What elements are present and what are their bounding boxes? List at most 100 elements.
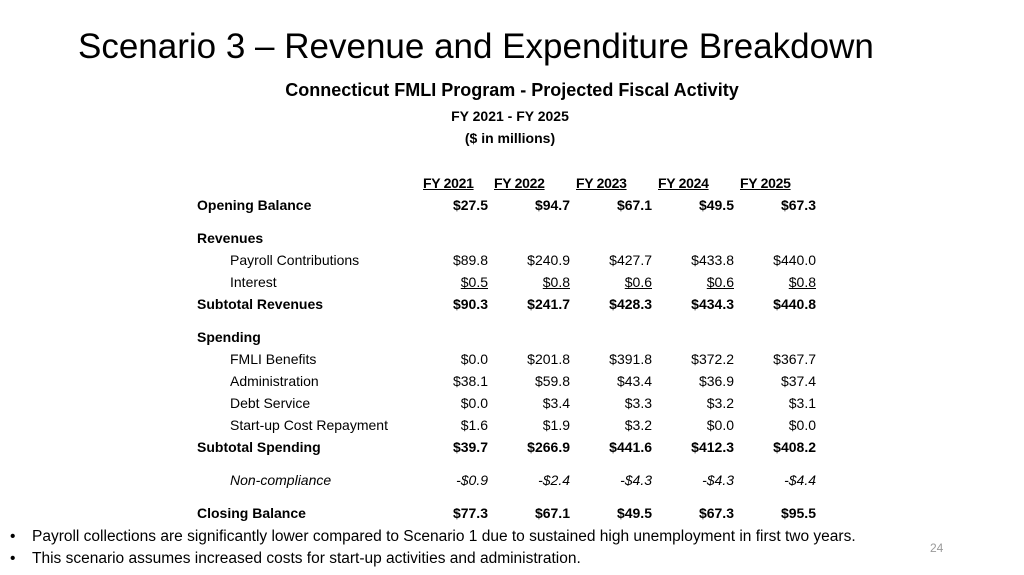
column-header: FY 2023 bbox=[576, 175, 627, 191]
row-subtotal-revenues: Subtotal Revenues $90.3 $241.7 $428.3 $4… bbox=[197, 293, 822, 315]
cell: $0.0 bbox=[460, 351, 488, 367]
row-label: Subtotal Spending bbox=[197, 439, 321, 455]
row-subtotal-spending: Subtotal Spending $39.7 $266.9 $441.6 $4… bbox=[197, 436, 822, 458]
cell: $49.5 bbox=[616, 505, 652, 521]
cell: $39.7 bbox=[452, 439, 488, 455]
cell: $433.8 bbox=[691, 252, 734, 268]
cell: $440.0 bbox=[773, 252, 816, 268]
cell: $3.2 bbox=[624, 417, 652, 433]
table-units: ($ in millions) bbox=[464, 130, 556, 146]
cell: $3.2 bbox=[706, 395, 734, 411]
cell-value: $0.8 bbox=[788, 274, 816, 290]
bullet-text: This scenario assumes increased costs fo… bbox=[32, 550, 581, 567]
cell: $3.3 bbox=[624, 395, 652, 411]
bullet-glyph: • bbox=[10, 550, 16, 567]
cell: -$4.4 bbox=[784, 472, 816, 488]
row-fmli-benefits: FMLI Benefits $0.0 $201.8 $391.8 $372.2 … bbox=[197, 348, 822, 370]
section-heading: Revenues bbox=[197, 230, 264, 246]
cell: $49.5 bbox=[698, 197, 734, 213]
section-heading: Spending bbox=[197, 329, 261, 345]
cell: $1.9 bbox=[542, 417, 570, 433]
row-revenues-heading: Revenues bbox=[197, 227, 822, 249]
row-payroll-contributions: Payroll Contributions $89.8 $240.9 $427.… bbox=[197, 249, 822, 271]
cell: $367.7 bbox=[773, 351, 816, 367]
row-label: Payroll Contributions bbox=[230, 252, 360, 268]
row-spending-heading: Spending bbox=[197, 326, 822, 348]
bullet-item: • This scenario assumes increased costs … bbox=[10, 548, 1010, 570]
row-label: Non-compliance bbox=[230, 472, 332, 488]
cell: $240.9 bbox=[527, 252, 570, 268]
cell: -$2.4 bbox=[538, 472, 570, 488]
cell-value: $0.5 bbox=[460, 274, 488, 290]
cell: $241.7 bbox=[527, 296, 570, 312]
cell: $0.8 bbox=[734, 271, 816, 293]
cell: $38.1 bbox=[452, 373, 488, 389]
cell: $3.4 bbox=[542, 395, 570, 411]
row-debt-service: Debt Service $0.0 $3.4 $3.3 $3.2 $3.1 bbox=[197, 392, 822, 414]
cell: $0.0 bbox=[706, 417, 734, 433]
row-label: FMLI Benefits bbox=[230, 351, 317, 367]
cell: $94.7 bbox=[534, 197, 570, 213]
cell: $391.8 bbox=[609, 351, 652, 367]
cell: $0.6 bbox=[570, 271, 652, 293]
bullet-item: • Payroll collections are significantly … bbox=[10, 526, 1010, 548]
cell: $428.3 bbox=[609, 296, 652, 312]
cell: $201.8 bbox=[527, 351, 570, 367]
row-label: Opening Balance bbox=[197, 197, 312, 213]
slide-title: Scenario 3 – Revenue and Expenditure Bre… bbox=[78, 27, 874, 66]
cell: -$4.3 bbox=[702, 472, 734, 488]
column-header: FY 2021 bbox=[423, 175, 474, 191]
cell: $77.3 bbox=[452, 505, 488, 521]
cell: $90.3 bbox=[452, 296, 488, 312]
cell-value: $0.6 bbox=[624, 274, 652, 290]
row-non-compliance: Non-compliance -$0.9 -$2.4 -$4.3 -$4.3 -… bbox=[197, 469, 822, 491]
cell: $67.3 bbox=[780, 197, 816, 213]
table-header-row: FY 2021 FY 2022 FY 2023 FY 2024 FY 2025 bbox=[197, 172, 822, 194]
cell: $0.6 bbox=[652, 271, 734, 293]
bullet-glyph: • bbox=[10, 528, 16, 545]
row-label: Start-up Cost Repayment bbox=[230, 417, 388, 433]
cell: $37.4 bbox=[780, 373, 816, 389]
bullet-list: • Payroll collections are significantly … bbox=[10, 526, 1010, 570]
row-opening-balance: Opening Balance $27.5 $94.7 $67.1 $49.5 … bbox=[197, 194, 822, 216]
cell: $0.0 bbox=[788, 417, 816, 433]
cell: $0.5 bbox=[417, 271, 488, 293]
table-title: Connecticut FMLI Program - Projected Fis… bbox=[285, 80, 739, 100]
cell: -$4.3 bbox=[620, 472, 652, 488]
row-administration: Administration $38.1 $59.8 $43.4 $36.9 $… bbox=[197, 370, 822, 392]
cell: $27.5 bbox=[452, 197, 488, 213]
bullet-text: Payroll collections are significantly lo… bbox=[32, 528, 856, 545]
row-label: Subtotal Revenues bbox=[197, 296, 324, 312]
row-closing-balance: Closing Balance $77.3 $67.1 $49.5 $67.3 … bbox=[197, 502, 822, 524]
column-header: FY 2025 bbox=[740, 175, 791, 191]
row-label: Administration bbox=[230, 373, 319, 389]
cell: $372.2 bbox=[691, 351, 734, 367]
cell: $43.4 bbox=[616, 373, 652, 389]
cell: $412.3 bbox=[691, 439, 734, 455]
page-number: 24 bbox=[930, 541, 944, 555]
column-header: FY 2022 bbox=[494, 175, 545, 191]
column-header: FY 2024 bbox=[658, 175, 709, 191]
cell: $59.8 bbox=[534, 373, 570, 389]
cell: -$0.9 bbox=[456, 472, 488, 488]
cell: $67.1 bbox=[534, 505, 570, 521]
cell: $0.8 bbox=[488, 271, 570, 293]
fiscal-table: FY 2021 FY 2022 FY 2023 FY 2024 FY 2025 … bbox=[197, 172, 822, 524]
row-startup-cost-repayment: Start-up Cost Repayment $1.6 $1.9 $3.2 $… bbox=[197, 414, 822, 436]
cell: $266.9 bbox=[527, 439, 570, 455]
table-subtitle: FY 2021 - FY 2025 bbox=[451, 108, 569, 124]
cell: $1.6 bbox=[460, 417, 488, 433]
cell: $440.8 bbox=[773, 296, 816, 312]
cell: $36.9 bbox=[698, 373, 734, 389]
cell-value: $0.8 bbox=[542, 274, 570, 290]
cell-value: $0.6 bbox=[706, 274, 734, 290]
row-label: Interest bbox=[230, 274, 277, 290]
cell: $3.1 bbox=[788, 395, 816, 411]
row-label: Debt Service bbox=[230, 395, 311, 411]
cell: $0.0 bbox=[460, 395, 488, 411]
row-label: Closing Balance bbox=[197, 505, 306, 521]
cell: $408.2 bbox=[773, 439, 816, 455]
cell: $67.1 bbox=[616, 197, 652, 213]
cell: $89.8 bbox=[452, 252, 488, 268]
cell: $441.6 bbox=[609, 439, 652, 455]
